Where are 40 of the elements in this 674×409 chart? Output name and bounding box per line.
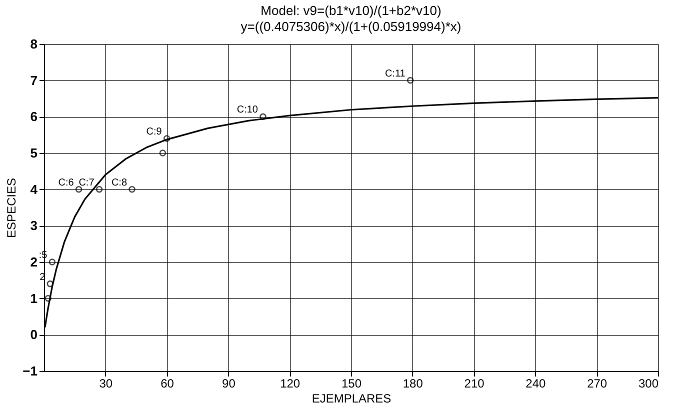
annotation: C:10	[236, 104, 258, 116]
x-tick-label: 30	[99, 376, 113, 390]
point	[96, 186, 103, 193]
x-tick-label: 270	[587, 376, 608, 390]
x-tick-label: 90	[222, 376, 236, 390]
y-tick-label: 4	[30, 182, 38, 197]
y-tick-label: 5	[30, 146, 38, 160]
x-tick-label: 150	[341, 376, 362, 390]
x-tick-label: 180	[402, 376, 424, 390]
y-tick-label: 7	[30, 72, 38, 88]
x-tick-label: 300	[638, 376, 659, 390]
point	[44, 294, 52, 302]
x-tick-label: 120	[280, 376, 300, 390]
x-tick-label: 240	[526, 376, 546, 390]
annotation: C:9	[146, 126, 162, 138]
chart-subtitle: y=((0.4075306)*x)/(1+(0.05919994)*x)	[240, 19, 462, 34]
y-axis-title: ESPECIES	[4, 178, 19, 238]
annotation: C:6	[58, 177, 74, 188]
point	[163, 135, 170, 142]
y-tick-label: 0	[30, 327, 38, 342]
y-tick-label: 1	[30, 290, 38, 306]
y-tick-label: 3	[30, 218, 38, 234]
point	[406, 76, 414, 84]
x-axis-title: EJEMPLARES	[312, 392, 392, 406]
annotation: C:7	[78, 177, 95, 188]
annotation: C:8	[111, 177, 128, 188]
y-tick-label: 6	[30, 109, 38, 124]
point	[46, 280, 54, 288]
y-tick-label: −1	[22, 364, 38, 378]
point	[128, 186, 136, 193]
chart-title: Model: v9=(b1*v10)/(1+b2*v10)	[260, 3, 442, 18]
x-tick-label: 60	[160, 376, 174, 390]
point	[75, 186, 82, 193]
y-tick-label: 2	[30, 254, 38, 270]
point	[48, 258, 56, 266]
annotation: C:11	[384, 68, 406, 80]
x-tick-label: 210	[464, 376, 485, 390]
y-tick-label: 8	[30, 36, 38, 52]
point	[159, 150, 166, 156]
point	[260, 113, 266, 120]
